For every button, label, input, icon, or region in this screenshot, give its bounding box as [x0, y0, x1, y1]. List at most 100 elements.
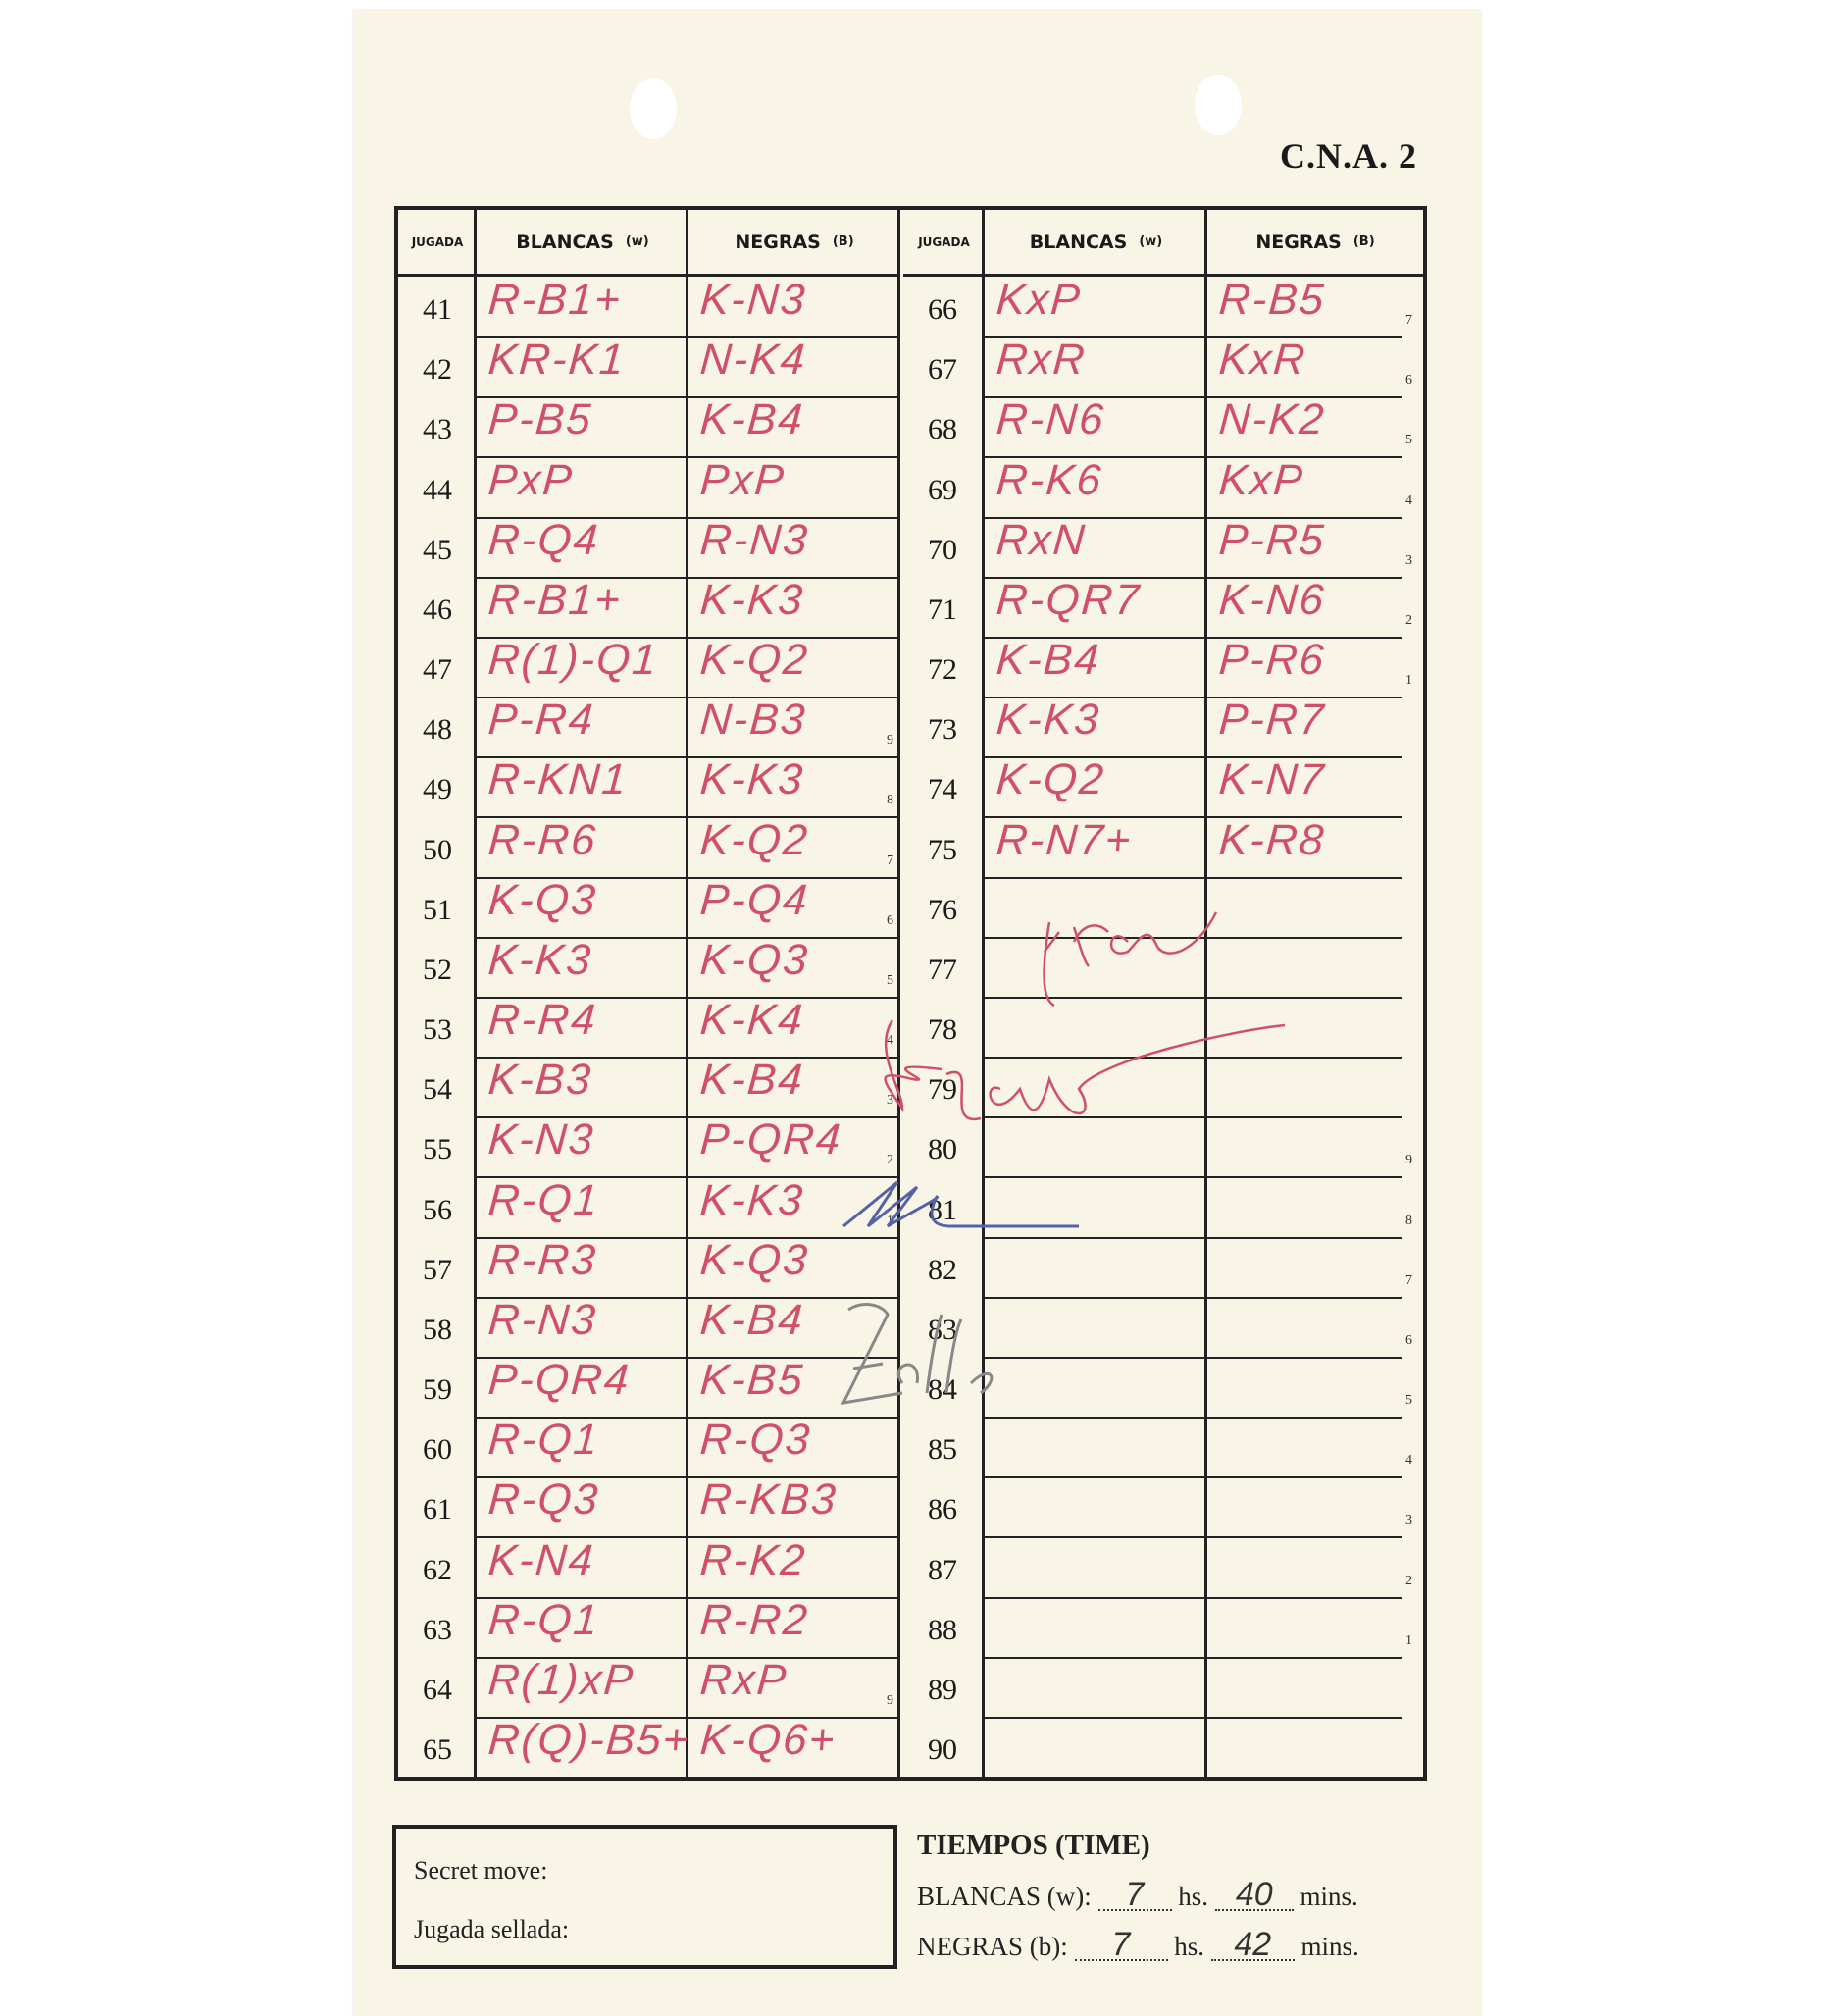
row-line	[985, 396, 1402, 399]
margin-digit: 1	[1405, 673, 1412, 689]
move-number: 60	[423, 1433, 452, 1467]
hours-unit: hs.	[1178, 1882, 1209, 1911]
row-line	[985, 816, 1402, 819]
black-move: K-K3	[698, 755, 806, 804]
move-number: 65	[423, 1733, 452, 1766]
black-move: PxP	[698, 455, 788, 504]
margin-digit: 4	[1405, 1453, 1412, 1469]
row-line	[985, 1596, 1402, 1599]
move-number: 88	[928, 1613, 957, 1646]
white-move: R-N7+	[994, 815, 1135, 864]
row-line	[477, 1296, 900, 1299]
margin-digit: 2	[1405, 612, 1412, 628]
black-time-label: NEGRAS (b):	[917, 1932, 1068, 1961]
move-number: 75	[928, 833, 957, 866]
row-line	[985, 756, 1402, 759]
row-line	[985, 1236, 1402, 1239]
hours-unit: hs.	[1174, 1932, 1205, 1961]
row-line	[477, 1176, 900, 1179]
white-move: P-R4	[486, 696, 596, 745]
row-line	[985, 1716, 1402, 1719]
row-line	[477, 1356, 900, 1359]
black-move: K-K3	[698, 1175, 806, 1224]
row-line	[477, 1656, 900, 1659]
move-number: 61	[423, 1493, 452, 1526]
white-move: R-Q4	[486, 515, 601, 564]
row-line	[477, 336, 900, 339]
white-move: R-Q1	[486, 1416, 601, 1465]
row-line	[985, 516, 1402, 519]
column-divider	[688, 210, 900, 1777]
header-white: BLANCAS (w)	[985, 210, 1207, 277]
move-number: 85	[928, 1433, 957, 1467]
white-move: R(Q)-B5+	[486, 1716, 692, 1764]
header-black-sub: (B)	[832, 234, 854, 249]
move-number: 80	[928, 1133, 957, 1166]
row-line	[985, 1476, 1402, 1479]
margin-digit: 5	[1405, 1393, 1412, 1409]
move-number: 79	[928, 1073, 957, 1107]
scoresheet: C.N.A. 2 JUGADA BLANCAS (w) NEGRAS (B) 41 R-B1…	[353, 10, 1481, 2016]
row-line	[477, 576, 900, 579]
row-line	[477, 1236, 900, 1239]
row-line	[985, 1536, 1402, 1539]
black-move: K-N3	[698, 276, 808, 325]
move-number: 74	[928, 773, 957, 806]
white-move: K-N3	[486, 1115, 596, 1164]
margin-digit: 5	[887, 972, 893, 988]
margin-digit: 6	[1405, 373, 1412, 388]
move-number: 56	[423, 1193, 452, 1226]
margin-digit: 8	[1405, 1213, 1412, 1228]
move-number: 62	[423, 1553, 452, 1586]
move-number: 71	[928, 593, 957, 626]
move-number: 44	[423, 473, 452, 506]
margin-digit: 3	[1405, 1513, 1412, 1528]
row-line	[477, 516, 900, 519]
move-number: 66	[928, 293, 957, 327]
margin-digit: 8	[887, 793, 893, 808]
move-number: 43	[423, 413, 452, 446]
move-number: 73	[928, 713, 957, 747]
black-move: KxR	[1217, 336, 1308, 385]
black-move: R-Q3	[698, 1416, 813, 1465]
black-move: K-Q6+	[698, 1716, 839, 1764]
white-move: PxP	[486, 455, 576, 504]
row-line	[985, 996, 1402, 999]
move-number: 83	[928, 1313, 957, 1346]
white-move: R(1)-Q1	[486, 636, 660, 685]
white-move: K-Q3	[486, 875, 599, 924]
white-move: R-Q3	[486, 1475, 601, 1525]
row-line	[477, 1417, 900, 1420]
white-move: K-B3	[486, 1056, 594, 1105]
white-move: R-Q1	[486, 1595, 601, 1644]
move-number: 70	[928, 533, 957, 566]
row-line	[985, 1057, 1402, 1060]
black-move: R-R2	[698, 1595, 811, 1644]
mins-unit: mins.	[1300, 1932, 1359, 1961]
white-move: R-Q1	[486, 1175, 601, 1224]
margin-digit: 9	[887, 733, 893, 749]
white-move: K-Q2	[994, 755, 1107, 804]
move-number: 50	[423, 833, 452, 866]
row-line	[477, 876, 900, 879]
move-number: 68	[928, 413, 957, 446]
move-number: 86	[928, 1493, 957, 1526]
row-line	[985, 936, 1402, 939]
form-code: C.N.A. 2	[1280, 136, 1417, 176]
margin-digit: 9	[1405, 1153, 1412, 1168]
black-move: N-B3	[698, 696, 808, 745]
black-move: K-N6	[1217, 575, 1327, 624]
black-move: R-K2	[698, 1535, 808, 1584]
black-move: RxP	[698, 1655, 790, 1704]
margin-digit: 5	[1405, 433, 1412, 448]
black-move: K-Q2	[698, 815, 811, 864]
black-move: K-B4	[698, 1056, 806, 1105]
margin-digit: 9	[887, 1692, 893, 1708]
white-move: K-B4	[994, 636, 1102, 685]
black-move: K-Q3	[698, 1235, 811, 1284]
header-white-label: BLANCAS	[516, 231, 614, 253]
white-move: R-B1+	[486, 276, 624, 325]
times-title: TIEMPOS (TIME)	[917, 1830, 1150, 1861]
row-line	[985, 456, 1402, 459]
white-move: KxP	[994, 276, 1084, 325]
